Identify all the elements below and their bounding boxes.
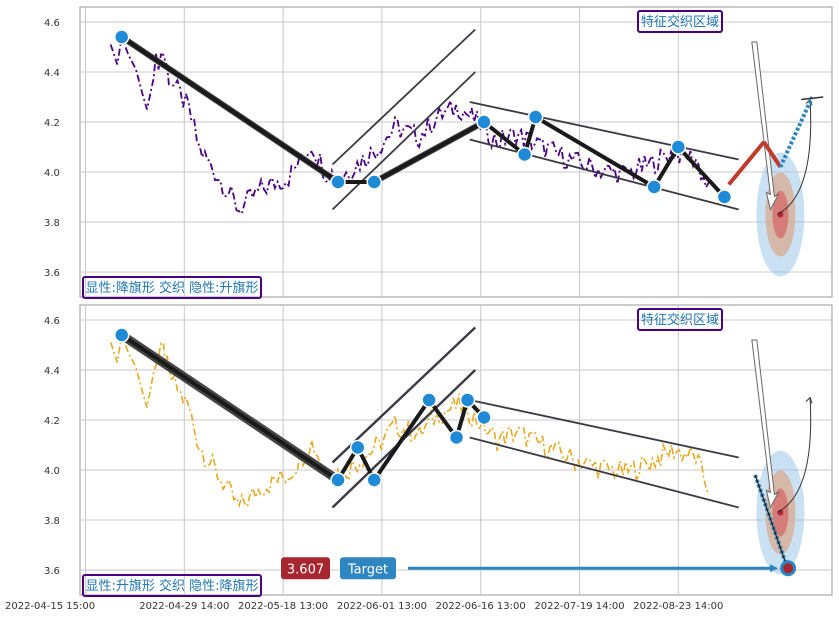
zone-leg-red bbox=[727, 140, 766, 186]
turning-point bbox=[366, 174, 382, 190]
y-tick-label: 4.0 bbox=[44, 466, 60, 477]
panel-bottom: 3.6 3.8 4.0 4.2 4.4 4.6 3.607 Target 特征交织区域显性:升旗… bbox=[44, 304, 833, 597]
turning-point bbox=[421, 392, 437, 408]
plot-frame bbox=[79, 304, 833, 596]
target-arrowhead bbox=[770, 564, 779, 573]
x-tick-label: 2022-04-15 15:00 bbox=[5, 601, 95, 612]
zone-label-box bbox=[637, 308, 723, 331]
plot-frame bbox=[79, 6, 833, 298]
y-tick-label: 4.0 bbox=[44, 168, 60, 179]
turning-point bbox=[330, 472, 346, 488]
y-tick-label: 3.6 bbox=[44, 566, 60, 577]
target-label-badge bbox=[340, 557, 396, 580]
y-tick-label: 4.4 bbox=[44, 366, 60, 377]
turning-point bbox=[113, 29, 130, 45]
y-tick-label: 4.4 bbox=[44, 68, 60, 79]
x-tick-label: 2022-04-29 14:00 bbox=[139, 601, 229, 612]
turning-point bbox=[476, 409, 492, 426]
pattern-legend-text: 显性:升旗形 交织 隐性:降旗形 bbox=[85, 578, 258, 594]
x-tick-label: 2022-08-23 14:00 bbox=[633, 601, 723, 612]
channel-line bbox=[469, 101, 739, 161]
zone-label-text: 特征交织区域 bbox=[641, 14, 719, 30]
turning-point bbox=[527, 109, 544, 125]
pattern-legend-box bbox=[82, 574, 262, 597]
zone-leg-blue bbox=[778, 96, 815, 168]
y-tick-label: 3.8 bbox=[44, 218, 60, 229]
x-tick-label: 2022-06-01 13:00 bbox=[337, 601, 427, 612]
zone-center bbox=[777, 509, 784, 516]
turning-point bbox=[670, 139, 687, 155]
zone-curve-arrowhead bbox=[805, 396, 813, 404]
zone-curve-arrow bbox=[777, 397, 812, 513]
turning-point bbox=[716, 189, 733, 205]
channel-line bbox=[469, 436, 739, 509]
y-tick-label: 3.8 bbox=[44, 516, 60, 527]
target-label-text: Target bbox=[347, 562, 388, 577]
turning-point bbox=[330, 174, 346, 190]
zone-curve-arrow bbox=[777, 99, 812, 215]
zone-leg-red bbox=[762, 140, 783, 169]
y-tick-label: 4.2 bbox=[44, 416, 60, 427]
turning-point bbox=[516, 146, 533, 163]
zone-leg-cap bbox=[801, 96, 824, 101]
target-value-text: 3.607 bbox=[287, 562, 324, 577]
turning-point bbox=[349, 439, 366, 456]
x-tick-label: 2022-07-19 14:00 bbox=[534, 601, 624, 612]
zone-label-text: 特征交织区域 bbox=[641, 312, 719, 328]
turning-point bbox=[448, 429, 465, 446]
zone-leg-core bbox=[754, 474, 789, 571]
y-tick-label: 3.6 bbox=[44, 268, 60, 279]
y-tick-label: 4.6 bbox=[44, 18, 60, 29]
channel-line bbox=[469, 138, 739, 211]
price-series-line bbox=[109, 33, 710, 216]
target-marker-core bbox=[783, 563, 794, 574]
channel-line bbox=[331, 71, 476, 211]
y-tick-label: 4.6 bbox=[44, 316, 60, 327]
zone-center bbox=[777, 211, 784, 218]
x-axis: 2022-04-15 15:00 2022-04-29 14:00 2022-05-… bbox=[5, 601, 723, 612]
turning-point bbox=[113, 327, 130, 343]
x-tick-label: 2022-06-16 13:00 bbox=[436, 601, 526, 612]
zone-arrow-down bbox=[751, 41, 780, 211]
pattern-legend-text: 显性:降旗形 交织 隐性:升旗形 bbox=[85, 280, 258, 296]
target-value-badge bbox=[281, 557, 330, 580]
turning-point bbox=[646, 179, 662, 195]
zone-arrow-down bbox=[751, 339, 780, 509]
pattern-legend-box bbox=[82, 276, 262, 299]
turning-point bbox=[459, 392, 476, 408]
zone-label-box bbox=[637, 10, 723, 33]
x-tick-label: 2022-05-18 13:00 bbox=[238, 601, 328, 612]
channel-line bbox=[331, 28, 476, 166]
y-tick-label: 4.2 bbox=[44, 118, 60, 129]
turning-point bbox=[476, 114, 492, 130]
channel-line bbox=[469, 399, 739, 459]
turning-point bbox=[366, 472, 382, 488]
